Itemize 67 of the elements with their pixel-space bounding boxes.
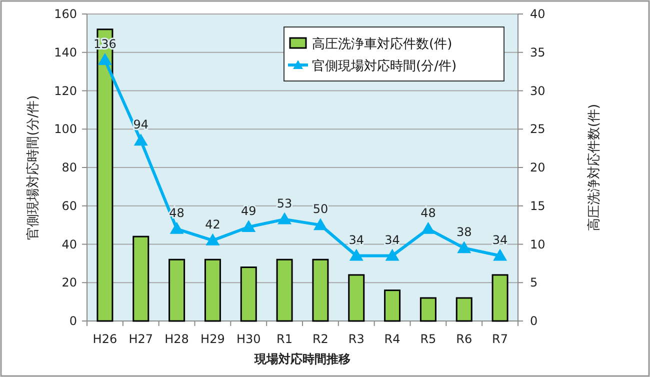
- point: [170, 222, 184, 234]
- y-tick-label: 140: [54, 45, 77, 60]
- bar: [348, 274, 365, 322]
- point: [313, 218, 328, 230]
- y-tick-label: 40: [62, 237, 77, 252]
- data-label: 50: [312, 202, 328, 216]
- point: [385, 248, 400, 261]
- bar: [384, 290, 401, 322]
- bar: [204, 258, 221, 322]
- y-axis-title: 官側現場対応時間(分/件): [25, 95, 41, 240]
- x-tick-label: R1: [276, 332, 293, 346]
- x-tick-label: R3: [348, 332, 364, 346]
- y-tick-label: 120: [54, 84, 77, 98]
- data-label: 42: [205, 217, 220, 232]
- point: [134, 134, 148, 146]
- point: [206, 233, 220, 246]
- bar: [312, 258, 329, 322]
- bar: [240, 266, 257, 322]
- y2-tick-label: 20: [530, 160, 546, 174]
- x-tick-label: R7: [492, 332, 508, 346]
- x-tick-label: R4: [384, 332, 400, 346]
- y2-axis-title: 高圧洗浄対応件数(件): [586, 104, 602, 232]
- point: [493, 248, 508, 261]
- y-tick-label: 20: [62, 276, 77, 290]
- x-tick-label: R6: [456, 332, 472, 346]
- y-tick-label: 0: [69, 314, 77, 328]
- point: [457, 241, 472, 254]
- x-tick-label: H26: [92, 332, 118, 346]
- bar: [276, 258, 293, 322]
- y2-tick-label: 0: [530, 314, 538, 328]
- data-label: 49: [240, 204, 256, 218]
- y2-tick-label: 35: [530, 45, 546, 60]
- point: [242, 220, 256, 232]
- bar: [168, 258, 186, 322]
- data-label: 53: [276, 196, 292, 210]
- y-tick-label: 60: [62, 198, 77, 213]
- data-label: 34: [348, 232, 364, 247]
- bar: [492, 274, 508, 322]
- y-tick-label: 100: [54, 122, 77, 136]
- x-tick-label: H30: [236, 332, 261, 346]
- bar: [132, 236, 150, 322]
- x-tick-label: R5: [420, 332, 436, 346]
- x-axis-title: 現場対応時間推移: [254, 352, 350, 366]
- data-label: 34: [384, 232, 400, 247]
- legend-label: 官側現場対応時間(分/件): [312, 58, 457, 74]
- x-tick-label: H27: [128, 332, 154, 346]
- y2-tick-label: 10: [530, 237, 546, 252]
- y2-tick-label: 30: [530, 84, 546, 98]
- x-tick-label: R2: [312, 332, 328, 346]
- point: [349, 248, 364, 261]
- x-tick-label: H29: [200, 332, 225, 346]
- x-tick-label: H28: [164, 332, 189, 346]
- y2-tick-label: 15: [530, 198, 546, 213]
- data-label: 48: [420, 206, 436, 220]
- bar: [420, 297, 436, 322]
- y2-tick-label: 5: [530, 276, 538, 290]
- y2-tick-label: 40: [530, 7, 546, 21]
- point: [278, 212, 292, 224]
- y2-tick-label: 25: [530, 122, 546, 136]
- point: [98, 53, 112, 66]
- data-label: 38: [456, 225, 472, 240]
- bar: [456, 297, 472, 322]
- y-tick-label: 80: [62, 160, 77, 174]
- point: [421, 222, 436, 234]
- legend-label: 高圧洗浄車対応件数(件): [312, 36, 452, 52]
- y-tick-label: 160: [54, 7, 77, 21]
- data-label: 34: [492, 232, 508, 247]
